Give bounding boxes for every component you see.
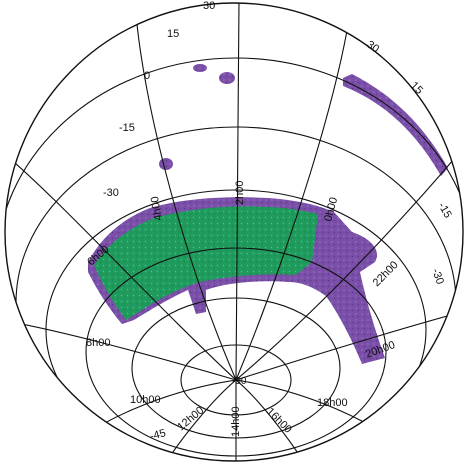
green-main-footprint [94, 206, 318, 320]
ra-label-22h: 22h00 [371, 259, 401, 289]
dec-circle-30 [45, 189, 427, 461]
dec-label-m30-right: -30 [429, 267, 446, 286]
meridian-6h [5, 149, 237, 381]
dec-label-m15-left: -15 [119, 122, 135, 134]
dec-label-m15-right: -15 [435, 201, 453, 221]
dec-label-30-right: 30 [364, 39, 381, 56]
ra-label-2h: 2h00 [234, 181, 246, 205]
meridian-8h [5, 319, 237, 381]
ra-label-8h: 8h00 [86, 337, 110, 349]
meridian-0h [235, 3, 353, 381]
dec-label-15-top: 15 [167, 28, 179, 40]
meridian-4h [134, 3, 237, 381]
purple-patch-top [193, 64, 207, 72]
dec-label-30-top: 30 [203, 0, 215, 12]
sphere-outline [4, 2, 464, 462]
meridian-2h [235, 3, 240, 381]
meridian-12h [164, 379, 237, 461]
dec-label-m30-left: -30 [103, 187, 119, 199]
dec-label-m45-bottom: -45 [149, 427, 167, 443]
meridian-16h [235, 379, 306, 461]
purple-stripe-footprint [343, 74, 448, 176]
ra-label-16h: 16h00 [264, 406, 294, 436]
dec-label-0-left: 0 [144, 70, 150, 82]
ra-label-18h: 18h00 [317, 397, 348, 409]
ra-label-10h: 10h00 [130, 394, 161, 406]
survey-footprints [88, 64, 448, 364]
dec-circle-0 [5, 57, 463, 461]
ra-label-4h: 4h00 [149, 195, 165, 221]
purple-patch-left [159, 158, 173, 170]
purple-patch-top-2 [219, 72, 235, 84]
dec-label-15-right: 15 [408, 80, 425, 97]
meridian-22h [235, 139, 463, 381]
meridian-18h [235, 379, 421, 461]
meridian-10h [49, 379, 237, 461]
pole-label: -90 [232, 376, 247, 387]
ra-label-14h: 14h00 [230, 406, 242, 437]
